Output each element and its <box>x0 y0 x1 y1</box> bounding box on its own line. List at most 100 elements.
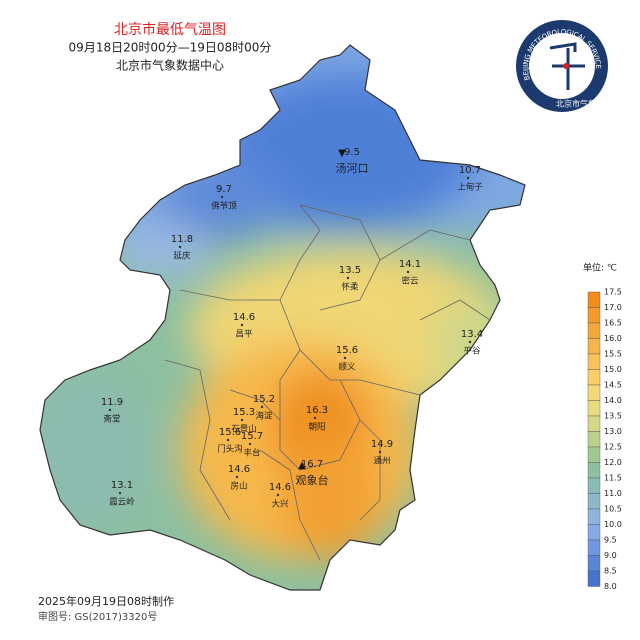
legend-swatch <box>587 400 601 417</box>
district-borders <box>39 44 526 591</box>
station-dot <box>240 323 244 327</box>
legend-swatch <box>587 462 601 479</box>
extreme-symbol: ▲ <box>298 460 306 471</box>
legend-label: 13.5 <box>604 412 622 421</box>
station-dot <box>178 245 182 249</box>
legend-label: 15.5 <box>604 350 622 359</box>
station-name: 霞云岭 <box>109 497 135 508</box>
station-name: 海淀 <box>255 411 273 422</box>
legend-swatch <box>587 322 601 339</box>
extreme-symbol: ▼ <box>338 148 346 159</box>
legend-swatch <box>587 338 601 355</box>
station-name: 朝阳 <box>308 423 325 433</box>
legend-label: 10.0 <box>604 520 622 529</box>
legend-label: 16.5 <box>604 319 622 328</box>
station-name: 佛爷顶 <box>211 201 237 212</box>
station-dot <box>118 491 122 495</box>
station-name: 观象台 <box>296 473 329 487</box>
legend-swatch <box>587 493 601 510</box>
station-value: 16.7 <box>301 459 323 470</box>
station-dot <box>378 450 382 454</box>
legend-swatch <box>587 555 601 572</box>
station-name: 平谷 <box>463 347 481 357</box>
station-value: 15.3 <box>233 407 255 418</box>
station-value: 14.6 <box>233 312 255 323</box>
legend-label: 8.0 <box>604 582 617 591</box>
station-name: 丰台 <box>243 448 260 459</box>
logo-name: 北京市气象局 <box>556 99 604 109</box>
station-name: 通州 <box>373 456 390 467</box>
legend-swatch <box>587 477 601 494</box>
station-dot <box>343 356 347 360</box>
legend-swatch <box>587 291 601 308</box>
legend-unit: 单位: ℃ <box>583 262 617 274</box>
station-value: 15.7 <box>241 431 263 442</box>
station-dot <box>226 438 230 442</box>
station-dot <box>346 276 350 280</box>
station-value: 15.2 <box>253 394 275 405</box>
legend: 17.5 17.0 16.5 16.0 15.5 15.0 14.5 14.0 13.5 13.0… <box>587 288 622 591</box>
station-name: 石景山 <box>231 424 257 435</box>
station-value: 9.5 <box>344 147 360 158</box>
station-dot <box>235 475 239 479</box>
legend-swatch <box>587 446 601 463</box>
legend-swatch <box>587 570 601 587</box>
legend-label: 9.5 <box>604 536 617 545</box>
station-dot <box>406 270 410 274</box>
station-dot <box>466 176 470 180</box>
legend-swatch <box>587 415 601 432</box>
approval-number: 审图号: GS(2017)3320号 <box>38 610 157 623</box>
legend-swatch <box>587 539 601 556</box>
station-value: 14.1 <box>399 259 421 270</box>
station-value: 14.6 <box>228 464 250 475</box>
station-dot <box>248 442 252 446</box>
stations: ▼9.5 汤河口 10.7 上甸子 9.7 佛爷顶 11.8 延庆 13.5 怀柔 14.1 密云 14… <box>101 147 483 510</box>
station-value: 15.6 <box>336 345 358 356</box>
station-value: 13.4 <box>461 329 483 340</box>
station-dot <box>468 340 472 344</box>
source: 北京市气象数据中心 <box>116 58 224 73</box>
station-name: 昌平 <box>235 330 253 340</box>
map-title: 北京市最低气温图 <box>114 21 226 38</box>
station-value: 9.7 <box>216 184 232 195</box>
station-name: 密云 <box>401 276 419 287</box>
legend-label: 10.5 <box>604 505 622 514</box>
legend-label: 13.0 <box>604 427 622 436</box>
station-dot <box>220 195 224 199</box>
station-dot <box>240 418 244 422</box>
station-value: 13.1 <box>111 480 133 491</box>
legend-swatch <box>587 307 601 324</box>
legend-swatch <box>587 508 601 525</box>
legend-label: 12.5 <box>604 443 622 452</box>
station-value: 11.8 <box>171 234 193 245</box>
legend-label: 14.5 <box>604 381 622 390</box>
station-name: 房山 <box>230 481 247 492</box>
logo: BEIJING METEOROLOGICAL SERVICE 北京市气象局 <box>516 20 608 112</box>
station-name: 怀柔 <box>341 282 359 293</box>
legend-label: 12.0 <box>604 458 622 467</box>
legend-label: 9.0 <box>604 551 617 560</box>
legend-swatch <box>587 431 601 448</box>
station-value: 14.6 <box>269 482 291 493</box>
legend-swatch <box>587 384 601 401</box>
station-name: 延庆 <box>173 251 191 262</box>
station-name: 斋堂 <box>103 414 120 425</box>
station-name: 顺义 <box>338 363 356 373</box>
station-value: 10.7 <box>459 165 481 176</box>
made-date: 2025年09月19日08时制作 <box>38 594 174 608</box>
station-dot <box>313 416 317 420</box>
legend-swatch <box>587 524 601 541</box>
station-name: 门头沟 <box>217 444 243 455</box>
station-value: 14.9 <box>371 439 393 450</box>
legend-label: 14.0 <box>604 396 622 405</box>
legend-label: 11.0 <box>604 489 622 498</box>
legend-label: 8.5 <box>604 567 617 576</box>
legend-label: 15.0 <box>604 365 622 374</box>
legend-label: 17.5 <box>604 288 622 297</box>
period: 09月18日20时00分—19日08时00分 <box>69 41 272 55</box>
station-name: 大兴 <box>271 499 289 510</box>
legend-label: 16.0 <box>604 334 622 343</box>
station-value: 11.9 <box>101 397 123 408</box>
station-name: 上甸子 <box>457 182 483 193</box>
